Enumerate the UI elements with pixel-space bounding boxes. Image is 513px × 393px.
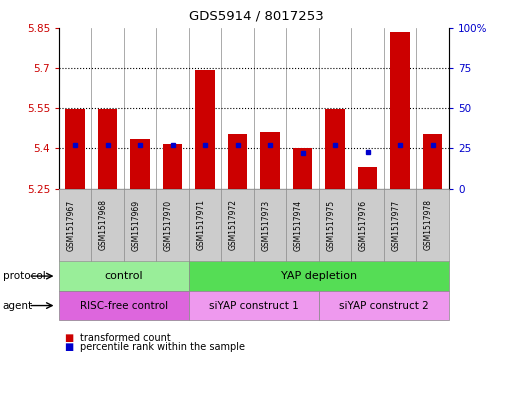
Bar (130, 139, 150, 189)
Text: siYAP construct 2: siYAP construct 2 (339, 301, 429, 310)
Text: GSM1517967: GSM1517967 (66, 199, 75, 251)
Text: protocol: protocol (3, 271, 45, 281)
Text: GSM1517976: GSM1517976 (359, 199, 368, 251)
Text: GSM1517969: GSM1517969 (131, 199, 140, 251)
Bar (228, 134, 247, 189)
Text: control: control (105, 271, 143, 281)
Text: transformed count: transformed count (80, 333, 170, 343)
Text: GSM1517973: GSM1517973 (261, 199, 270, 251)
Text: GSM1517968: GSM1517968 (98, 200, 108, 250)
Bar (98, 108, 117, 189)
Text: GSM1517977: GSM1517977 (391, 199, 400, 251)
Text: agent: agent (3, 301, 33, 310)
Text: GSM1517972: GSM1517972 (229, 200, 238, 250)
Text: GSM1517971: GSM1517971 (196, 200, 205, 250)
Bar (390, 31, 410, 189)
Text: ■: ■ (64, 342, 73, 352)
Bar (293, 147, 312, 189)
Bar (163, 144, 183, 189)
Text: YAP depletion: YAP depletion (281, 271, 357, 281)
Bar (261, 132, 280, 189)
Bar (66, 109, 85, 189)
Text: siYAP construct 1: siYAP construct 1 (209, 301, 299, 310)
Text: ■: ■ (64, 333, 73, 343)
Bar (423, 134, 442, 189)
Bar (195, 70, 215, 189)
Text: percentile rank within the sample: percentile rank within the sample (80, 342, 245, 352)
Text: GSM1517975: GSM1517975 (326, 199, 335, 251)
Text: RISC-free control: RISC-free control (80, 301, 168, 310)
Text: GSM1517974: GSM1517974 (293, 199, 303, 251)
Text: GSM1517970: GSM1517970 (164, 199, 173, 251)
Text: GDS5914 / 8017253: GDS5914 / 8017253 (189, 10, 324, 23)
Bar (325, 108, 345, 189)
Bar (358, 167, 378, 189)
Text: GSM1517978: GSM1517978 (424, 200, 432, 250)
